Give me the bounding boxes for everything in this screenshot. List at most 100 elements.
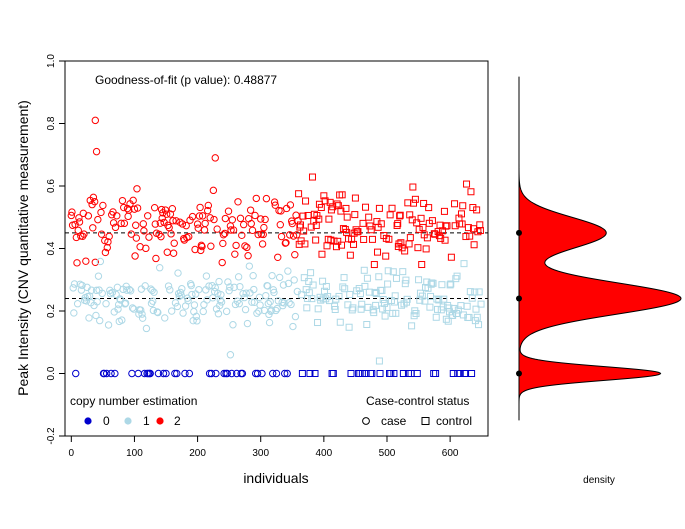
point-control-362 [296,223,304,231]
point-case-208 [198,212,207,220]
point-case-240 [219,239,227,248]
point-control-638 [470,241,478,249]
point-control-560 [421,297,429,305]
point-case-105 [133,204,142,212]
point-control-369 [300,274,308,282]
point-case-39 [92,311,100,320]
legend-label-0: 0 [103,414,110,428]
point-case-95 [127,230,135,238]
point-control-450 [351,194,359,202]
x-axis-title: individuals [243,470,308,486]
density-label: density [583,475,615,486]
point-control-461 [358,370,366,377]
point-control-508 [388,204,396,212]
x-axis: 0 100 200 300 400 500 600 [69,436,459,459]
point-case-351 [289,322,297,331]
point-control-449 [351,211,359,219]
point-case-318 [268,271,276,280]
point-case-243 [221,229,229,238]
point-case-102 [132,221,140,229]
point-case-104 [133,185,141,193]
point-case-176 [178,220,187,228]
point-case-58 [104,238,112,246]
point-control-432 [340,274,348,282]
point-control-376 [305,277,313,285]
point-case-5 [70,280,79,288]
point-control-492 [378,286,386,294]
point-case-256 [229,321,237,329]
point-control-435 [342,204,350,212]
point-case-55 [102,300,110,308]
point-case-10 [73,300,82,308]
point-control-555 [418,261,426,269]
point-case-57 [103,243,112,252]
point-control-641 [472,305,480,313]
point-case-348 [287,300,295,309]
point-control-398 [319,277,327,285]
point-case-103 [132,234,141,242]
point-case-50 [99,201,107,210]
point-case-158 [167,230,175,238]
point-case-214 [202,272,211,280]
point-control-619 [458,220,466,228]
point-case-84 [120,219,129,228]
point-case-160 [168,205,177,213]
point-case-13 [75,218,84,226]
point-case-38 [91,258,100,266]
point-case-650 [91,116,100,125]
x-tick-label-3: 300 [252,448,269,459]
point-case-177 [179,309,187,317]
point-control-618 [457,210,465,218]
point-case-133 [151,220,159,228]
point-control-591 [440,207,448,215]
point-control-368 [300,227,308,235]
legend-copy-number-title: copy number estimation [70,394,197,408]
point-case-6 [71,220,79,229]
point-case-338 [281,369,289,378]
point-case-140 [156,264,164,272]
point-control-405 [323,242,331,250]
point-case-139 [155,230,163,238]
point-case-344 [284,279,293,288]
point-case-319 [269,369,277,378]
point-case-325 [272,369,281,378]
point-case-37 [90,197,99,206]
point-control-598 [445,304,453,312]
point-control-525 [399,268,407,276]
point-case-272 [239,289,247,298]
point-case-168 [173,302,182,311]
point-case-131 [150,288,158,296]
point-case-85 [121,300,129,308]
point-case-239 [218,258,226,267]
point-case-66 [109,208,117,216]
point-control-633 [467,188,475,196]
point-control-609 [452,275,460,283]
point-case-274 [240,293,249,302]
point-case-303 [258,240,267,248]
point-case-43 [94,272,103,280]
point-case-296 [254,230,262,239]
point-case-41 [93,297,101,306]
point-control-620 [459,202,467,210]
point-control-408 [325,215,333,223]
point-control-421 [333,200,341,208]
point-case-142 [157,232,165,241]
point-control-360 [295,190,303,198]
point-case-116 [140,369,149,378]
point-case-149 [161,206,170,214]
point-case-27 [84,212,93,220]
point-control-587 [438,281,446,289]
y-tick-label-5: 0.8 [46,116,57,130]
point-control-600 [446,281,454,289]
point-case-163 [170,239,178,247]
point-control-420 [332,243,340,251]
y-tick-label-0: -0.2 [46,427,57,445]
point-case-115 [140,227,148,235]
point-case-146 [159,369,168,378]
point-control-475 [367,226,375,234]
point-case-278 [243,243,251,252]
x-tick-label-1: 100 [126,448,143,459]
point-case-47 [97,208,105,217]
point-case-180 [181,369,189,378]
